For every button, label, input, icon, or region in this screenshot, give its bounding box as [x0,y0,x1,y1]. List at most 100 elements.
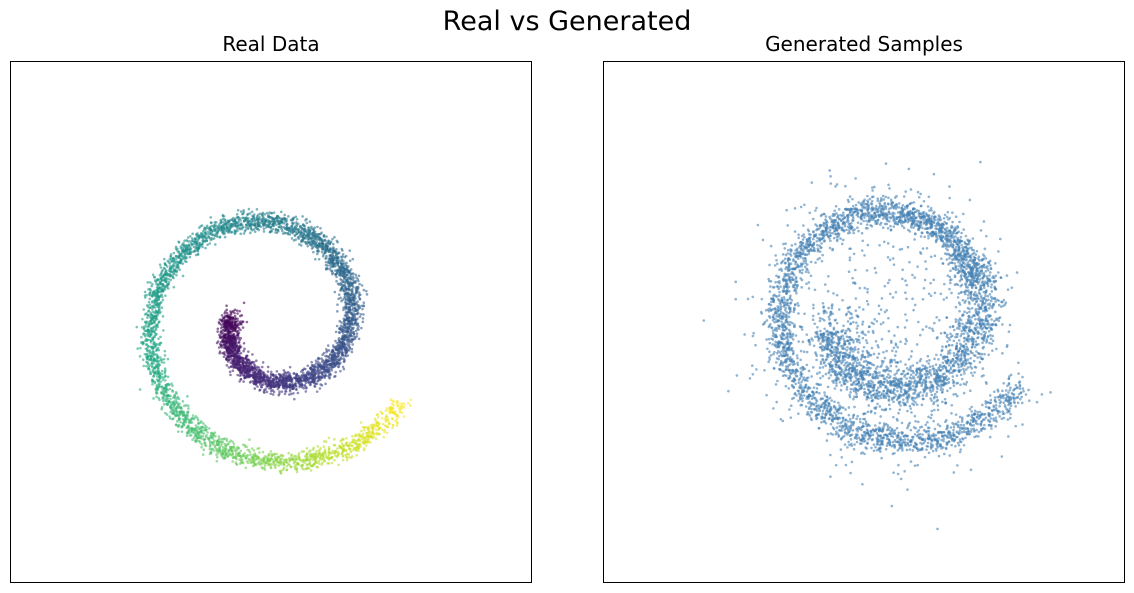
real-data-point [335,272,339,275]
real-data-point [296,379,299,383]
real-data-point [393,410,397,413]
real-data-point [282,458,286,462]
real-data-point [340,445,344,449]
real-data-point [152,350,155,354]
real-data-point [360,326,363,330]
real-data-point [246,448,250,452]
real-data-point [385,407,389,410]
real-data-point [160,295,164,299]
real-data-point [191,239,194,242]
real-data-point [295,217,299,221]
real-data-point [335,256,339,260]
real-data-point [254,226,258,230]
real-data-point [255,359,258,363]
real-data-point [262,230,266,233]
real-data-point [235,309,239,312]
real-data-point [297,243,301,246]
real-data-point [233,229,237,232]
real-data-point [351,278,355,282]
real-data-point [151,347,155,351]
real-data-point [151,299,154,303]
real-data-point [409,404,412,407]
real-data-point [306,244,310,248]
real-data-point [234,455,238,459]
real-data-point [327,261,331,265]
real-data-point [149,345,153,349]
real-data-point [225,227,229,230]
real-data-point [339,369,342,373]
real-data-point [289,218,293,222]
real-data-point [336,450,340,454]
real-data-point [330,461,334,465]
real-data-point [401,405,404,409]
real-data-point [217,435,221,438]
real-data-point [252,457,255,460]
real-data-point [291,385,295,389]
real-data-point [354,321,357,325]
real-data-axes [10,61,532,583]
real-data-point [195,242,199,245]
real-data-point [357,274,361,278]
real-data-point [384,409,388,412]
real-data-point [307,226,311,230]
real-data-point [217,346,221,349]
real-data-point [188,234,192,238]
real-data-point [239,364,243,368]
real-data-point [265,456,268,459]
real-data-point [304,467,308,471]
real-data-point [279,461,282,465]
real-data-point [308,463,312,466]
real-data-point [218,236,222,239]
real-data-point [374,424,377,428]
real-data-point [341,280,345,284]
real-data-point [305,458,308,462]
real-data-point [300,379,303,383]
real-data-point [353,434,357,438]
real-data-point [151,273,155,277]
real-data-point [343,345,347,349]
real-data-point [239,371,242,375]
real-data-point [301,239,305,243]
real-data-point [229,373,232,377]
real-data-point [350,347,354,351]
real-data-point [355,302,358,305]
real-data-point [246,461,250,465]
real-data-point [324,268,328,271]
real-data-point [161,289,165,293]
real-data-point [225,322,229,326]
real-data-point [148,338,152,342]
real-data-point [347,308,351,311]
real-data-point [198,226,201,229]
real-data-point [225,304,228,308]
figure-title: Real vs Generated [442,6,692,37]
real-data-point [233,352,236,355]
real-data-point [174,407,178,411]
real-data-point [146,281,150,284]
real-data-point [256,461,260,465]
real-data-point [251,376,255,379]
real-data-point [278,376,282,379]
real-data-point [174,245,178,249]
real-data-point [224,310,227,313]
real-data-point [143,296,147,299]
real-data-point [350,340,353,344]
real-data-point [302,386,306,390]
real-data-point [158,356,162,359]
real-data-point [219,221,223,225]
real-data-point [203,235,207,239]
real-data-point [269,370,273,374]
real-data-point [247,207,251,211]
real-data-point [160,360,164,364]
real-data-point [309,367,313,370]
real-data-point [398,402,402,406]
real-data-point [300,450,304,453]
real-data-point [235,457,238,461]
real-data-point [303,233,306,237]
real-data-point [190,243,194,247]
real-data-point [231,363,235,367]
real-data-point [284,220,288,223]
real-data-point [164,388,167,392]
real-data-point [255,378,258,382]
real-data-point [370,432,373,435]
real-data-point [316,366,320,370]
